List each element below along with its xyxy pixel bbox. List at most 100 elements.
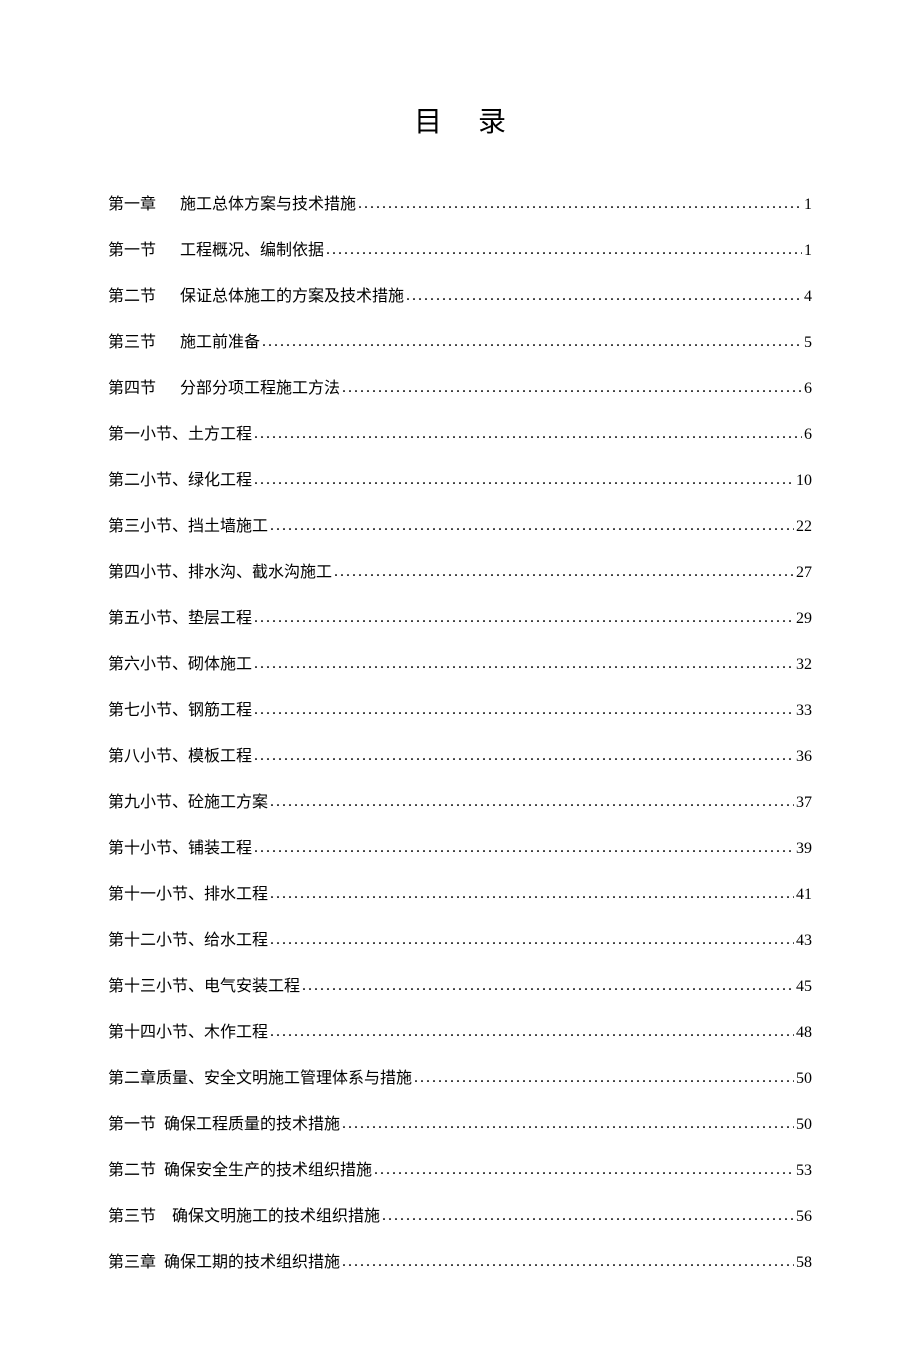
toc-page-number: 48 bbox=[796, 1024, 812, 1042]
toc-entry-title: 排水工程 bbox=[204, 880, 268, 904]
toc-leader-dots bbox=[260, 333, 804, 351]
toc-page-number: 43 bbox=[796, 932, 812, 950]
toc-leader-dots bbox=[268, 885, 796, 903]
toc-page-number: 4 bbox=[804, 288, 812, 306]
toc-row: 第二节保证总体施工的方案及技术措施 4 bbox=[108, 282, 812, 306]
toc-leader-dots bbox=[252, 701, 796, 719]
toc-row: 第五小节、垫层工程29 bbox=[108, 604, 812, 628]
toc-row: 第十小节、铺装工程 39 bbox=[108, 834, 812, 858]
toc-chapter-label: 第八小节、 bbox=[108, 742, 188, 766]
toc-row: 第七小节、钢筋工程 33 bbox=[108, 696, 812, 720]
toc-page-number: 36 bbox=[796, 748, 812, 766]
toc-entry-title: 铺装工程 bbox=[188, 834, 252, 858]
toc-leader-dots bbox=[252, 471, 796, 489]
toc-chapter-label: 第三小节、 bbox=[108, 512, 188, 536]
toc-entry-title: 保证总体施工的方案及技术措施 bbox=[180, 282, 404, 306]
toc-row: 第九小节、砼施工方案 37 bbox=[108, 788, 812, 812]
toc-entry-title: 确保工期的技术组织措施 bbox=[164, 1248, 340, 1272]
toc-entry-title: 木作工程 bbox=[204, 1018, 268, 1042]
toc-chapter-label: 第九小节、 bbox=[108, 788, 188, 812]
toc-leader-dots bbox=[252, 655, 796, 673]
toc-entry-title: 确保工程质量的技术措施 bbox=[164, 1110, 340, 1134]
toc-entry-title: 工程概况、编制依据 bbox=[180, 236, 324, 260]
toc-page-number: 58 bbox=[796, 1254, 812, 1272]
toc-leader-dots bbox=[340, 1115, 796, 1133]
toc-row: 第一节确保工程质量的技术措施 50 bbox=[108, 1110, 812, 1134]
toc-chapter-label: 第六小节、 bbox=[108, 650, 188, 674]
toc-entry-title: 给水工程 bbox=[204, 926, 268, 950]
toc-leader-dots bbox=[268, 931, 796, 949]
toc-chapter-label: 第十小节、 bbox=[108, 834, 188, 858]
toc-row: 第八小节、模板工程 36 bbox=[108, 742, 812, 766]
page-title: 目录 bbox=[108, 100, 812, 140]
toc-page-number: 29 bbox=[796, 610, 812, 628]
toc-leader-dots bbox=[268, 793, 796, 811]
toc-chapter-label: 第三节 bbox=[108, 328, 156, 352]
toc-row: 第四节分部分项工程施工方法 6 bbox=[108, 374, 812, 398]
toc-chapter-label: 第二节 bbox=[108, 1156, 156, 1180]
toc-leader-dots bbox=[332, 563, 796, 581]
toc-entry-title: 确保安全生产的技术组织措施 bbox=[164, 1156, 372, 1180]
toc-leader-dots bbox=[324, 241, 804, 259]
toc-page-number: 39 bbox=[796, 840, 812, 858]
toc-row: 第十二小节、给水工程 43 bbox=[108, 926, 812, 950]
toc-page-number: 5 bbox=[804, 334, 812, 352]
toc-row: 第十三小节、电气安装工程45 bbox=[108, 972, 812, 996]
toc-leader-dots bbox=[268, 517, 796, 535]
toc-leader-dots bbox=[252, 747, 796, 765]
document-page: 目录 第一章施工总体方案与技术措施1第一节工程概况、编制依据1第二节保证总体施工… bbox=[0, 0, 920, 1354]
toc-page-number: 6 bbox=[804, 380, 812, 398]
toc-page-number: 41 bbox=[796, 886, 812, 904]
toc-leader-dots bbox=[268, 1023, 796, 1041]
toc-entry-title: 分部分项工程施工方法 bbox=[180, 374, 340, 398]
toc-chapter-label: 第二章 bbox=[108, 1064, 156, 1088]
toc-chapter-label: 第三章 bbox=[108, 1248, 156, 1272]
toc-row: 第三节施工前准备5 bbox=[108, 328, 812, 352]
toc-chapter-label: 第一章 bbox=[108, 190, 156, 214]
toc-chapter-label: 第四节 bbox=[108, 374, 156, 398]
toc-entry-title: 确保文明施工的技术组织措施 bbox=[172, 1202, 380, 1226]
toc-container: 第一章施工总体方案与技术措施1第一节工程概况、编制依据1第二节保证总体施工的方案… bbox=[108, 190, 812, 1272]
toc-page-number: 27 bbox=[796, 564, 812, 582]
toc-chapter-label: 第十二小节、 bbox=[108, 926, 204, 950]
toc-entry-title: 模板工程 bbox=[188, 742, 252, 766]
toc-entry-title: 质量、安全文明施工管理体系与措施 bbox=[156, 1064, 412, 1088]
toc-page-number: 33 bbox=[796, 702, 812, 720]
toc-chapter-label: 第一节 bbox=[108, 236, 156, 260]
toc-chapter-label: 第十三小节、 bbox=[108, 972, 204, 996]
toc-entry-title: 排水沟、截水沟施工 bbox=[188, 558, 332, 582]
toc-entry-title: 垫层工程 bbox=[188, 604, 252, 628]
toc-page-number: 1 bbox=[804, 242, 812, 260]
toc-page-number: 22 bbox=[796, 518, 812, 536]
toc-chapter-label: 第一小节、 bbox=[108, 420, 188, 444]
toc-page-number: 32 bbox=[796, 656, 812, 674]
toc-leader-dots bbox=[372, 1161, 796, 1179]
toc-leader-dots bbox=[356, 195, 804, 213]
toc-chapter-label: 第一节 bbox=[108, 1110, 156, 1134]
toc-page-number: 37 bbox=[796, 794, 812, 812]
toc-page-number: 1 bbox=[804, 196, 812, 214]
toc-row: 第六小节、砌体施工32 bbox=[108, 650, 812, 674]
toc-row: 第一节工程概况、编制依据 1 bbox=[108, 236, 812, 260]
toc-page-number: 56 bbox=[796, 1208, 812, 1226]
toc-page-number: 45 bbox=[796, 978, 812, 996]
toc-row: 第三小节、挡土墙施工22 bbox=[108, 512, 812, 536]
toc-entry-title: 绿化工程 bbox=[188, 466, 252, 490]
toc-leader-dots bbox=[412, 1069, 796, 1087]
toc-chapter-label: 第二小节、 bbox=[108, 466, 188, 490]
toc-leader-dots bbox=[404, 287, 804, 305]
toc-row: 第二小节、绿化工程 10 bbox=[108, 466, 812, 490]
toc-chapter-label: 第七小节、 bbox=[108, 696, 188, 720]
toc-row: 第三章确保工期的技术组织措施 58 bbox=[108, 1248, 812, 1272]
toc-chapter-label: 第十一小节、 bbox=[108, 880, 204, 904]
toc-row: 第一章施工总体方案与技术措施1 bbox=[108, 190, 812, 214]
toc-row: 第三节确保文明施工的技术组织措施56 bbox=[108, 1202, 812, 1226]
toc-entry-title: 钢筋工程 bbox=[188, 696, 252, 720]
toc-leader-dots bbox=[300, 977, 796, 995]
toc-chapter-label: 第二节 bbox=[108, 282, 156, 306]
toc-page-number: 50 bbox=[796, 1116, 812, 1134]
toc-row: 第十四小节、木作工程48 bbox=[108, 1018, 812, 1042]
toc-entry-title: 砼施工方案 bbox=[188, 788, 268, 812]
toc-page-number: 6 bbox=[804, 426, 812, 444]
toc-page-number: 10 bbox=[796, 472, 812, 490]
